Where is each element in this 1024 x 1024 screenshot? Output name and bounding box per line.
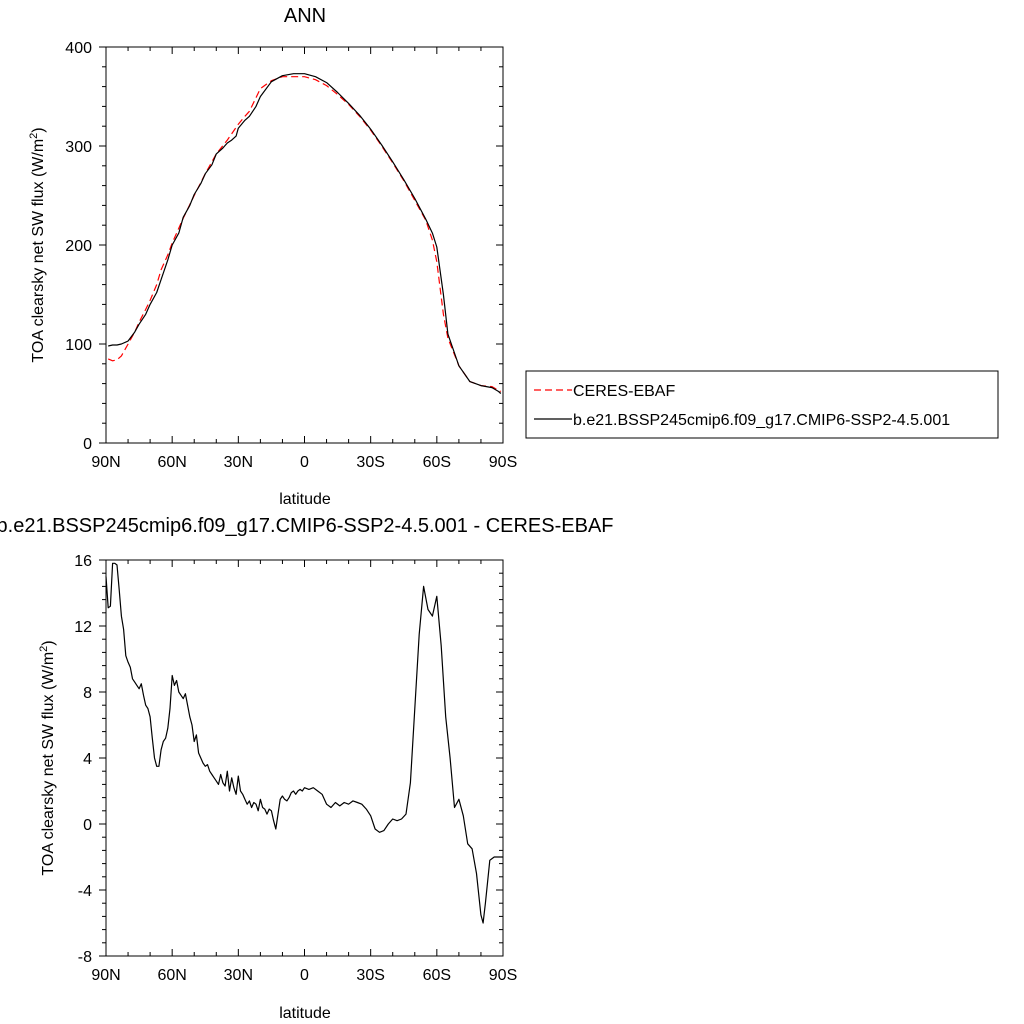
legend: CERES-EBAF b.e21.BSSP245cmip6.f09_g17.CM… (525, 370, 999, 439)
top-x-tick-labels: 90N 60N 30N 0 30S 60S 90S (91, 454, 517, 471)
top-x-axis-label: latitude (279, 491, 331, 508)
bottom-y-axis-label-superscript: 2 (38, 646, 50, 652)
top-y-tick-label: 200 (65, 238, 92, 255)
bottom-y-axis-label-close: ) (40, 640, 57, 645)
bottom-y-tick-label: 8 (83, 685, 92, 702)
bottom-x-tick-labels: 90N 60N 30N 0 30S 60S 90S (91, 967, 517, 984)
bottom-series-line-0 (105, 562, 503, 924)
top-x-tick-label: 30S (356, 454, 384, 471)
top-series-line-0 (107, 76, 502, 393)
top-y-axis-label-main: TOA clearsky net SW flux (W/m (30, 139, 47, 363)
bottom-x-tick-label: 0 (300, 967, 309, 984)
bottom-y-axis-label: TOA clearsky net SW flux (W/m2) (38, 640, 57, 875)
bottom-title: b.e21.BSSP245cmip6.f09_g17.CMIP6-SSP2-4.… (0, 515, 613, 537)
top-panel: ANN 90N 60N 30N 0 30S 60S 90S 0 100 200 300 400 la… (28, 5, 999, 508)
top-ticks (99, 46, 504, 444)
top-y-axis-label: TOA clearsky net SW flux (W/m2) (28, 127, 47, 362)
top-x-tick-label: 60N (157, 454, 186, 471)
top-x-tick-label: 90N (91, 454, 120, 471)
top-series (107, 73, 502, 394)
bottom-y-tick-label: 16 (74, 553, 92, 570)
top-y-tick-labels: 0 100 200 300 400 (65, 40, 92, 453)
legend-box (525, 370, 999, 439)
bottom-y-tick-label: 4 (83, 751, 92, 768)
bottom-ticks (99, 559, 504, 957)
top-title: ANN (284, 5, 326, 27)
top-x-tick-label: 90S (489, 454, 517, 471)
bottom-x-tick-label: 90N (91, 967, 120, 984)
bottom-y-axis-label-main: TOA clearsky net SW flux (W/m (40, 652, 57, 876)
top-y-axis-label-close: ) (30, 127, 47, 132)
bottom-panel: b.e21.BSSP245cmip6.f09_g17.CMIP6-SSP2-4.… (0, 515, 613, 1022)
top-y-tick-label: 300 (65, 139, 92, 156)
top-y-axis-label-superscript: 2 (28, 133, 40, 139)
bottom-y-tick-label: -4 (78, 883, 92, 900)
top-y-tick-label: 0 (83, 436, 92, 453)
bottom-x-tick-label: 30S (356, 967, 384, 984)
top-y-tick-label: 100 (65, 337, 92, 354)
top-x-tick-label: 60S (423, 454, 451, 471)
top-plot-frame (105, 46, 504, 444)
bottom-x-tick-label: 90S (489, 967, 517, 984)
bottom-series (105, 562, 503, 924)
bottom-y-tick-label: -8 (78, 949, 92, 966)
bottom-plot-frame (105, 559, 504, 957)
bottom-y-tick-label: 12 (74, 619, 92, 636)
bottom-x-tick-label: 60N (157, 967, 186, 984)
bottom-y-tick-labels: -8 -4 0 4 8 12 16 (74, 553, 92, 966)
top-x-tick-label: 30N (224, 454, 253, 471)
top-y-tick-label: 400 (65, 40, 92, 57)
bottom-x-axis-label: latitude (279, 1005, 331, 1022)
bottom-x-tick-label: 30N (224, 967, 253, 984)
top-x-tick-label: 0 (300, 454, 309, 471)
legend-label-ceres: CERES-EBAF (573, 383, 675, 400)
bottom-x-tick-label: 60S (423, 967, 451, 984)
bottom-y-tick-label: 0 (83, 817, 92, 834)
top-series-line-1 (108, 73, 502, 394)
legend-label-model: b.e21.BSSP245cmip6.f09_g17.CMIP6-SSP2-4.… (573, 412, 950, 429)
